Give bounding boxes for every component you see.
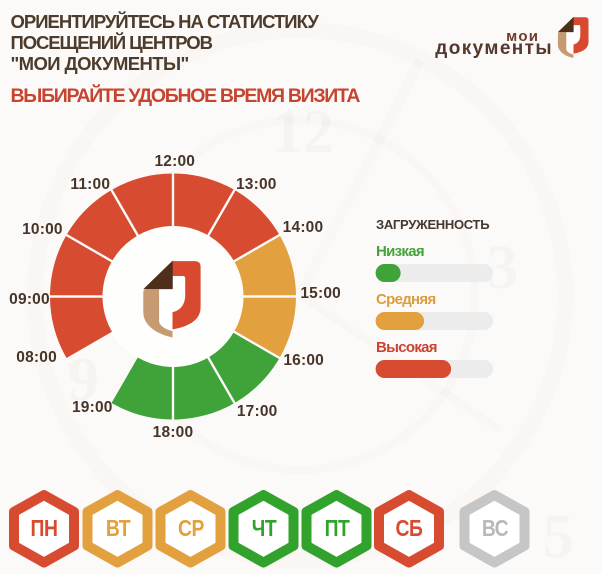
svg-text:12: 12 xyxy=(272,98,334,166)
svg-text:5: 5 xyxy=(543,503,574,571)
svg-text:9: 9 xyxy=(68,346,99,414)
svg-text:3: 3 xyxy=(487,234,518,302)
